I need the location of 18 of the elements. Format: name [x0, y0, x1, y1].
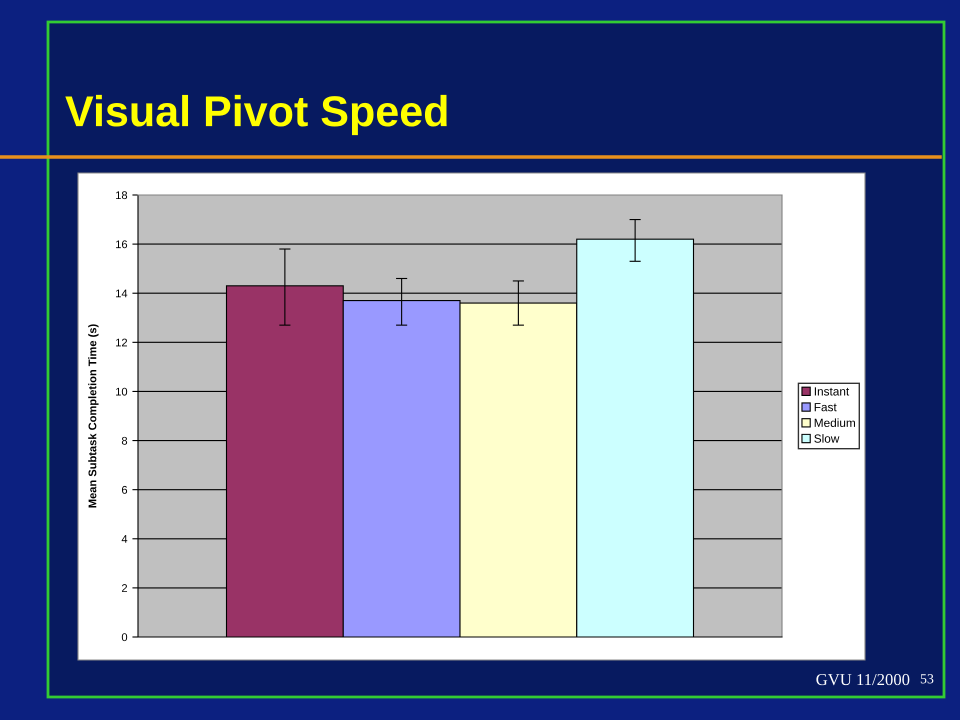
text: 53 [920, 674, 934, 684]
y-tick-label: 16 [116, 240, 128, 248]
y-tick-label: 8 [122, 436, 128, 445]
y-tick-label: 2 [122, 584, 128, 592]
y-tick-label: 10 [116, 388, 128, 396]
legend-label: Medium [814, 418, 855, 428]
y-tick-label: 14 [116, 290, 128, 298]
y-axis-title: Mean Subtask Completion Time (s) [88, 324, 99, 508]
legend-label: Fast [814, 403, 837, 412]
text: GVU 11/2000 [816, 674, 910, 686]
chart-title: Visual Pivot Speed [65, 94, 447, 136]
legend-label: Slow [814, 434, 840, 443]
legend-label: Instant [814, 387, 850, 396]
y-tick-label: 18 [116, 191, 128, 200]
y-tick-label: 4 [122, 535, 128, 543]
y-tick-label: 0 [122, 633, 128, 642]
y-tick-label: 12 [116, 338, 128, 346]
y-tick-label: 6 [122, 486, 128, 494]
